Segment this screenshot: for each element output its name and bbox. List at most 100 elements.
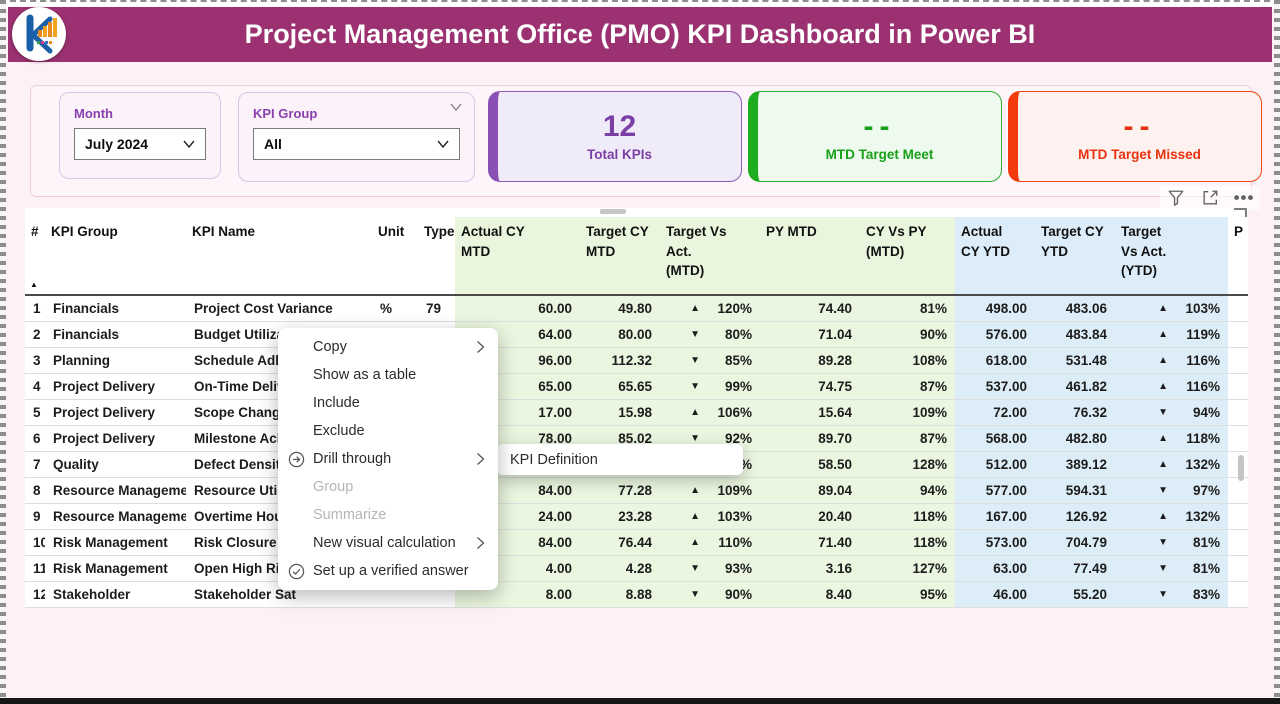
row-index-cell[interactable]: 5 [25, 399, 45, 426]
col-header-index[interactable]: # ▲ [25, 217, 45, 295]
p-cell[interactable] [1228, 477, 1248, 504]
row-index-cell[interactable]: 9 [25, 503, 45, 530]
kpi-group-cell[interactable]: Stakeholder [45, 581, 186, 608]
more-options-icon[interactable]: ••• [1233, 188, 1255, 207]
kpi-group-cell[interactable]: Financials [45, 295, 186, 322]
horizontal-scrollbar[interactable] [600, 209, 626, 214]
menu-item-drill-through[interactable]: Drill through [278, 445, 498, 473]
p-cell[interactable] [1228, 321, 1248, 348]
kpi-group-cell[interactable]: Planning [45, 347, 186, 374]
target-cy-mtd-cell[interactable]: 15.98 [580, 399, 660, 426]
col-header-target-cy-ytd[interactable]: Target CY YTD [1035, 217, 1115, 295]
chevron-down-icon[interactable] [450, 103, 462, 111]
actual-cy-ytd-cell[interactable]: 568.00 [955, 425, 1035, 452]
target-cy-mtd-cell[interactable]: 65.65 [580, 373, 660, 400]
target-cy-ytd-cell[interactable]: 531.48 [1035, 347, 1115, 374]
actual-cy-ytd-cell[interactable]: 577.00 [955, 477, 1035, 504]
cy-vs-py-mtd-cell[interactable]: 118% [860, 503, 955, 530]
type-cell[interactable]: 79 [418, 295, 455, 322]
kpi-group-cell[interactable]: Quality [45, 451, 186, 478]
py-mtd-cell[interactable]: 20.40 [760, 503, 860, 530]
py-mtd-cell[interactable]: 58.50 [760, 451, 860, 478]
kpi-group-cell[interactable]: Resource Management [45, 477, 186, 504]
target-cy-ytd-cell[interactable]: 594.31 [1035, 477, 1115, 504]
col-header-cy-vs-py-mtd[interactable]: CY Vs PY (MTD) [860, 217, 955, 295]
cy-vs-py-mtd-cell[interactable]: 127% [860, 555, 955, 582]
actual-cy-ytd-cell[interactable]: 46.00 [955, 581, 1035, 608]
p-cell[interactable] [1228, 555, 1248, 582]
py-mtd-cell[interactable]: 89.70 [760, 425, 860, 452]
row-index-cell[interactable]: 8 [25, 477, 45, 504]
p-cell[interactable] [1228, 295, 1248, 322]
target-cy-ytd-cell[interactable]: 77.49 [1035, 555, 1115, 582]
target-vs-act-ytd-cell[interactable]: ▼ 97% [1115, 477, 1228, 504]
actual-cy-mtd-cell[interactable]: 60.00 [455, 295, 580, 322]
cy-vs-py-mtd-cell[interactable]: 94% [860, 477, 955, 504]
unit-cell[interactable]: % [372, 295, 418, 322]
py-mtd-cell[interactable]: 74.75 [760, 373, 860, 400]
py-mtd-cell[interactable]: 89.04 [760, 477, 860, 504]
target-cy-ytd-cell[interactable]: 482.80 [1035, 425, 1115, 452]
row-index-cell[interactable]: 6 [25, 425, 45, 452]
actual-cy-ytd-cell[interactable]: 498.00 [955, 295, 1035, 322]
target-vs-act-ytd-cell[interactable]: ▲ 132% [1115, 451, 1228, 478]
row-index-cell[interactable]: 1 [25, 295, 45, 322]
col-header-target-cy-mtd[interactable]: Target CY MTD [580, 217, 660, 295]
p-cell[interactable] [1228, 399, 1248, 426]
col-header-target-vs-act-ytd[interactable]: Target Vs Act. (YTD) [1115, 217, 1228, 295]
kpi-group-dropdown[interactable]: All [253, 128, 460, 160]
target-vs-act-ytd-cell[interactable]: ▲ 119% [1115, 321, 1228, 348]
menu-item-copy[interactable]: Copy [278, 333, 498, 361]
target-vs-act-ytd-cell[interactable]: ▼ 83% [1115, 581, 1228, 608]
cy-vs-py-mtd-cell[interactable]: 108% [860, 347, 955, 374]
target-vs-act-ytd-cell[interactable]: ▼ 81% [1115, 555, 1228, 582]
target-vs-act-mtd-cell[interactable]: ▼ 93% [660, 555, 760, 582]
filter-icon[interactable] [1166, 188, 1186, 208]
col-header-actual-cy-ytd[interactable]: Actual CY YTD [955, 217, 1035, 295]
target-cy-ytd-cell[interactable]: 389.12 [1035, 451, 1115, 478]
row-index-cell[interactable]: 4 [25, 373, 45, 400]
vertical-scrollbar[interactable] [1238, 455, 1244, 481]
target-vs-act-mtd-cell[interactable]: ▲ 103% [660, 503, 760, 530]
target-cy-mtd-cell[interactable]: 77.28 [580, 477, 660, 504]
col-header-py-mtd[interactable]: PY MTD [760, 217, 860, 295]
target-cy-ytd-cell[interactable]: 461.82 [1035, 373, 1115, 400]
col-header-unit[interactable]: Unit [372, 217, 418, 295]
col-header-kpi-name[interactable]: KPI Name [186, 217, 372, 295]
target-cy-mtd-cell[interactable]: 49.80 [580, 295, 660, 322]
target-vs-act-mtd-cell[interactable]: ▲ 109% [660, 477, 760, 504]
py-mtd-cell[interactable]: 71.04 [760, 321, 860, 348]
target-vs-act-ytd-cell[interactable]: ▲ 132% [1115, 503, 1228, 530]
col-header-type[interactable]: Type [418, 217, 455, 295]
p-cell[interactable] [1228, 529, 1248, 556]
col-header-kpi-group[interactable]: KPI Group [45, 217, 186, 295]
target-vs-act-ytd-cell[interactable]: ▼ 81% [1115, 529, 1228, 556]
menu-item-show-as-a-table[interactable]: Show as a table [278, 361, 498, 389]
cy-vs-py-mtd-cell[interactable]: 81% [860, 295, 955, 322]
row-index-cell[interactable]: 7 [25, 451, 45, 478]
target-vs-act-ytd-cell[interactable]: ▲ 116% [1115, 347, 1228, 374]
target-vs-act-ytd-cell[interactable]: ▲ 118% [1115, 425, 1228, 452]
kpi-group-cell[interactable]: Risk Management [45, 529, 186, 556]
target-cy-mtd-cell[interactable]: 112.32 [580, 347, 660, 374]
target-cy-ytd-cell[interactable]: 55.20 [1035, 581, 1115, 608]
target-cy-mtd-cell[interactable]: 4.28 [580, 555, 660, 582]
col-header-target-vs-act-mtd[interactable]: Target Vs Act. (MTD) [660, 217, 760, 295]
actual-cy-mtd-cell[interactable]: 65.00 [455, 373, 580, 400]
target-cy-ytd-cell[interactable]: 126.92 [1035, 503, 1115, 530]
kpi-group-cell[interactable]: Resource Management [45, 503, 186, 530]
target-cy-ytd-cell[interactable]: 76.32 [1035, 399, 1115, 426]
py-mtd-cell[interactable]: 8.40 [760, 581, 860, 608]
month-dropdown[interactable]: July 2024 [74, 128, 206, 160]
p-cell[interactable] [1228, 373, 1248, 400]
p-cell[interactable] [1228, 503, 1248, 530]
cy-vs-py-mtd-cell[interactable]: 87% [860, 425, 955, 452]
kpi-group-cell[interactable]: Financials [45, 321, 186, 348]
py-mtd-cell[interactable]: 3.16 [760, 555, 860, 582]
cy-vs-py-mtd-cell[interactable]: 128% [860, 451, 955, 478]
target-vs-act-mtd-cell[interactable]: ▼ 99% [660, 373, 760, 400]
kpi-name-cell[interactable]: Project Cost Variance [186, 295, 372, 322]
target-vs-act-mtd-cell[interactable]: ▼ 85% [660, 347, 760, 374]
target-cy-ytd-cell[interactable]: 483.06 [1035, 295, 1115, 322]
menu-item-new-visual-calculation[interactable]: New visual calculation [278, 529, 498, 557]
